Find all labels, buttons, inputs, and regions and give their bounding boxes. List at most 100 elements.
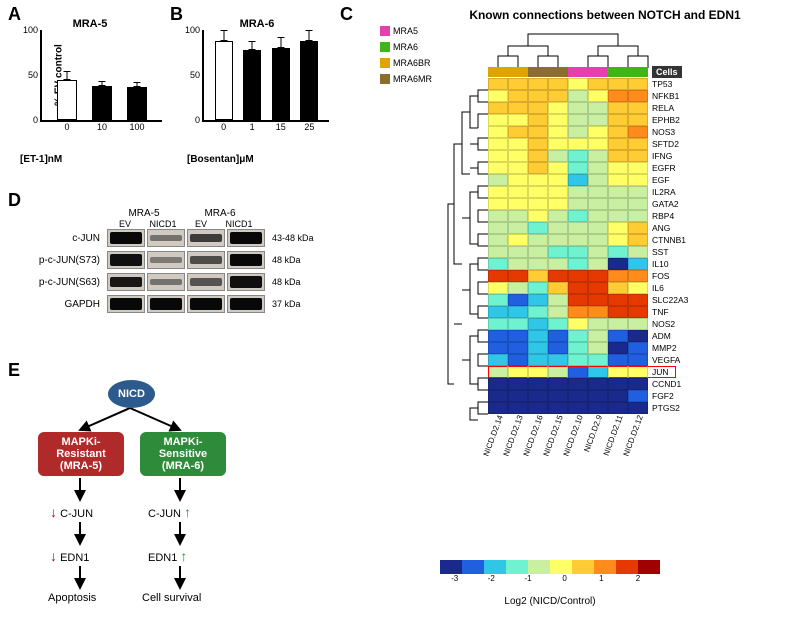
colorbar-segment bbox=[594, 560, 616, 574]
panel-label-e: E bbox=[8, 360, 20, 381]
heatmap-cell bbox=[568, 174, 588, 186]
heatmap-row: SST bbox=[488, 246, 790, 258]
heatmap-cell bbox=[608, 90, 628, 102]
heatmap-cell bbox=[608, 198, 628, 210]
heatmap-cell bbox=[608, 306, 628, 318]
heatmap-cell bbox=[548, 210, 568, 222]
column-annotation bbox=[508, 67, 528, 77]
row-label: ANG bbox=[648, 223, 670, 233]
colorbar-ticks: -3-2-1012 bbox=[440, 574, 660, 586]
heatmap-cell bbox=[588, 354, 608, 366]
heatmap-cell bbox=[568, 102, 588, 114]
legend-label: MRA6 bbox=[393, 42, 418, 52]
heatmap-cell bbox=[628, 102, 648, 114]
heatmap-cell bbox=[488, 294, 508, 306]
blot-lane-ev2: EV bbox=[182, 219, 220, 229]
ytick: 0 bbox=[33, 115, 42, 125]
heatmap-cell bbox=[548, 186, 568, 198]
blot-row-label: c-JUN bbox=[20, 233, 106, 244]
row-label: RELA bbox=[648, 103, 674, 113]
heatmap-row: NFKB1 bbox=[488, 90, 790, 102]
heatmap-cell bbox=[608, 354, 628, 366]
node-nicd-label: NICD bbox=[118, 388, 145, 400]
bar bbox=[92, 86, 112, 120]
heatmap-cell bbox=[548, 150, 568, 162]
heatmap-cell bbox=[568, 222, 588, 234]
colorbar-segment bbox=[462, 560, 484, 574]
legend-item: MRA6BR bbox=[380, 58, 432, 68]
heatmap-cell bbox=[528, 282, 548, 294]
heatmap-cell bbox=[588, 162, 608, 174]
row-label: IFNG bbox=[648, 151, 672, 161]
heatmap-cell bbox=[608, 330, 628, 342]
row-label: CTNNB1 bbox=[648, 235, 686, 245]
blot-lane bbox=[187, 295, 225, 313]
blot-kda: 48 kDa bbox=[266, 277, 301, 287]
heatmap-cell bbox=[568, 330, 588, 342]
blot-group-mra5: MRA-5 bbox=[106, 208, 182, 219]
blot-band bbox=[110, 277, 142, 288]
heatmap-cell bbox=[488, 258, 508, 270]
heatmap-cell bbox=[528, 246, 548, 258]
heatmap-cell bbox=[508, 390, 528, 402]
heatmap-row: SFTD2 bbox=[488, 138, 790, 150]
heatmap-cell bbox=[528, 78, 548, 90]
heatmap-cell bbox=[628, 162, 648, 174]
heatmap-cell bbox=[548, 318, 568, 330]
left-end: Apoptosis bbox=[48, 592, 96, 604]
heatmap-cell bbox=[588, 222, 608, 234]
row-label: CCND1 bbox=[648, 379, 681, 389]
heatmap-cell bbox=[548, 90, 568, 102]
heatmap-cell bbox=[608, 210, 628, 222]
row-label: SST bbox=[648, 247, 669, 257]
heatmap-cell bbox=[508, 114, 528, 126]
heatmap-cell bbox=[608, 258, 628, 270]
heatmap-cell bbox=[588, 246, 608, 258]
heatmap-cell bbox=[508, 162, 528, 174]
heatmap-cell bbox=[568, 234, 588, 246]
heatmap-cell bbox=[568, 390, 588, 402]
heatmap-cell bbox=[508, 282, 528, 294]
legend-label: MRA6BR bbox=[393, 58, 431, 68]
row-label: FOS bbox=[648, 271, 669, 281]
heatmap-cell bbox=[548, 294, 568, 306]
heatmap-cell bbox=[608, 150, 628, 162]
heatmap-cell bbox=[588, 186, 608, 198]
blot-lane bbox=[107, 295, 145, 313]
heatmap-cell bbox=[568, 90, 588, 102]
heatmap-cell bbox=[528, 258, 548, 270]
heatmap-cell bbox=[588, 234, 608, 246]
blot-row: GAPDH37 kDa bbox=[20, 295, 314, 313]
right-end: Cell survival bbox=[142, 592, 201, 604]
heatmap-cell bbox=[508, 402, 528, 414]
blot-group-mra6: MRA-6 bbox=[182, 208, 258, 219]
legend-label: MRA6MR bbox=[393, 74, 432, 84]
heatmap-cell bbox=[488, 234, 508, 246]
node-sensitive-label: MAPKi- Sensitive (MRA-6) bbox=[159, 436, 207, 472]
heatmap-cell bbox=[508, 246, 528, 258]
heatmap-cell bbox=[568, 378, 588, 390]
heatmap-cell bbox=[528, 186, 548, 198]
bar bbox=[243, 50, 261, 120]
heatmap-cell bbox=[628, 210, 648, 222]
schematic-nicd: NICD MAPKi- Resistant (MRA-5) MAPKi- Sen… bbox=[30, 380, 230, 620]
heatmap-cell bbox=[588, 102, 608, 114]
legend-item: MRA6 bbox=[380, 42, 432, 52]
heatmap-cell bbox=[628, 318, 648, 330]
blot-group-header: MRA-5 MRA-6 bbox=[106, 208, 314, 219]
blot-lane bbox=[107, 251, 145, 269]
row-label: ADM bbox=[648, 331, 671, 341]
blot-kda: 43-48 kDa bbox=[266, 233, 314, 243]
legend-swatch bbox=[380, 42, 390, 52]
heatmap-cell bbox=[628, 222, 648, 234]
heatmap-cell bbox=[608, 246, 628, 258]
heatmap-cell bbox=[608, 294, 628, 306]
heatmap-cell bbox=[508, 318, 528, 330]
ytick: 100 bbox=[23, 25, 42, 35]
heatmap-cell bbox=[568, 186, 588, 198]
heatmap-cell bbox=[508, 150, 528, 162]
colorbar-segment bbox=[528, 560, 550, 574]
heatmap-cell bbox=[628, 246, 648, 258]
heatmap-row: IL2RA bbox=[488, 186, 790, 198]
heatmap-cell bbox=[628, 138, 648, 150]
